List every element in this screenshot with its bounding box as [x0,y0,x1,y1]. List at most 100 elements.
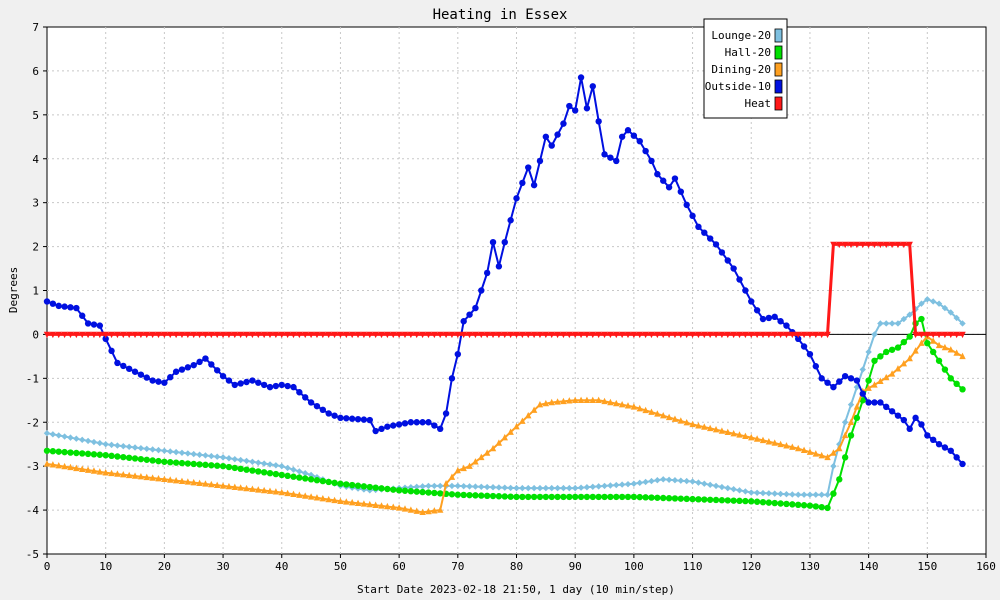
data-point-outside-10 [883,403,890,411]
data-point-heat [114,331,121,339]
data-point-dining-20 [654,410,661,417]
data-point-hall-20 [877,353,884,360]
data-point-hall-20 [894,344,902,351]
data-point-hall-20 [953,380,960,388]
data-point-hall-20 [853,414,861,422]
data-point-outside-10 [278,381,285,389]
data-point-hall-20 [683,495,690,503]
data-point-hall-20 [671,495,679,502]
data-point-lounge-20 [196,451,203,458]
data-point-outside-10 [120,362,127,370]
data-point-lounge-20 [877,320,884,327]
data-point-lounge-20 [853,383,861,391]
data-point-heat [507,331,514,339]
data-point-lounge-20 [143,445,150,453]
data-point-hall-20 [419,488,426,496]
data-point-heat [906,241,913,249]
data-point-lounge-20 [208,452,215,460]
data-point-outside-10 [290,383,297,391]
data-point-heat [225,331,233,339]
data-point-hall-20 [800,502,808,509]
data-point-dining-20 [49,461,57,468]
data-point-lounge-20 [413,483,420,491]
data-point-dining-20 [302,492,309,499]
data-point-hall-20 [571,493,579,501]
data-point-heat [883,241,890,249]
data-point-hall-20 [413,488,420,495]
data-point-lounge-20 [79,436,86,444]
data-point-hall-20 [601,493,608,501]
data-point-heat [871,241,878,249]
data-point-hall-20 [437,490,444,497]
data-point-lounge-20 [167,448,174,455]
x-tick-label: 80 [510,560,523,573]
data-point-hall-20 [795,501,802,509]
data-point-dining-20 [478,453,485,461]
data-point-hall-20 [642,494,649,501]
x-axis-title: Start Date 2023-02-18 21:50, 1 day (10 m… [357,583,675,596]
data-point-outside-10 [167,374,174,381]
data-point-hall-20 [654,494,661,501]
data-point-outside-10 [800,343,808,350]
data-point-hall-20 [489,492,497,500]
data-point-outside-10 [407,419,415,426]
data-point-dining-20 [935,341,943,349]
data-point-hall-20 [660,494,667,502]
data-point-dining-20 [360,500,368,507]
data-point-outside-10 [660,177,667,184]
data-point-hall-20 [924,340,931,347]
data-point-dining-20 [507,428,514,435]
data-point-lounge-20 [454,482,462,490]
data-point-dining-20 [683,418,690,426]
data-point-outside-10 [43,298,51,305]
data-point-heat [548,331,555,339]
data-point-dining-20 [178,477,186,485]
data-point-outside-10 [595,118,602,125]
data-point-outside-10 [495,263,503,270]
y-tick-label: -2 [26,416,39,429]
data-point-heat [325,331,332,339]
x-tick-label: 150 [917,560,937,573]
x-tick-label: 30 [216,560,229,573]
data-point-heat [178,331,186,339]
data-point-dining-20 [712,426,720,433]
data-point-outside-10 [618,133,626,140]
y-tick-label: 5 [32,109,39,122]
data-point-dining-20 [442,480,450,487]
data-point-lounge-20 [777,490,784,498]
data-point-hall-20 [888,346,896,353]
data-point-heat [665,331,673,339]
data-point-dining-20 [630,403,638,410]
data-point-dining-20 [830,449,837,456]
data-point-lounge-20 [847,401,855,408]
data-point-outside-10 [237,380,244,387]
data-point-dining-20 [912,347,919,354]
data-point-outside-10 [877,399,884,406]
data-point-outside-10 [806,350,814,358]
data-point-heat [431,331,438,339]
data-point-hall-20 [213,462,221,469]
data-point-dining-20 [483,449,491,456]
data-point-lounge-20 [125,443,133,451]
data-point-hall-20 [466,491,473,499]
data-point-hall-20 [765,499,773,506]
x-tick-label: 40 [275,560,288,573]
data-point-lounge-20 [43,430,51,437]
data-point-heat [654,331,661,339]
data-point-heat [648,331,655,339]
data-point-lounge-20 [795,491,802,498]
data-point-outside-10 [953,454,960,461]
data-point-heat [249,331,256,339]
data-point-lounge-20 [800,491,808,498]
data-point-lounge-20 [102,441,109,448]
data-point-outside-10 [161,379,168,386]
data-point-outside-10 [243,378,250,386]
data-point-lounge-20 [654,477,661,484]
data-point-hall-20 [959,386,966,393]
data-point-hall-20 [61,448,68,456]
data-point-hall-20 [830,490,837,497]
data-point-lounge-20 [894,320,902,327]
data-point-hall-20 [677,495,685,502]
data-point-hall-20 [536,493,544,501]
data-point-hall-20 [483,492,491,500]
